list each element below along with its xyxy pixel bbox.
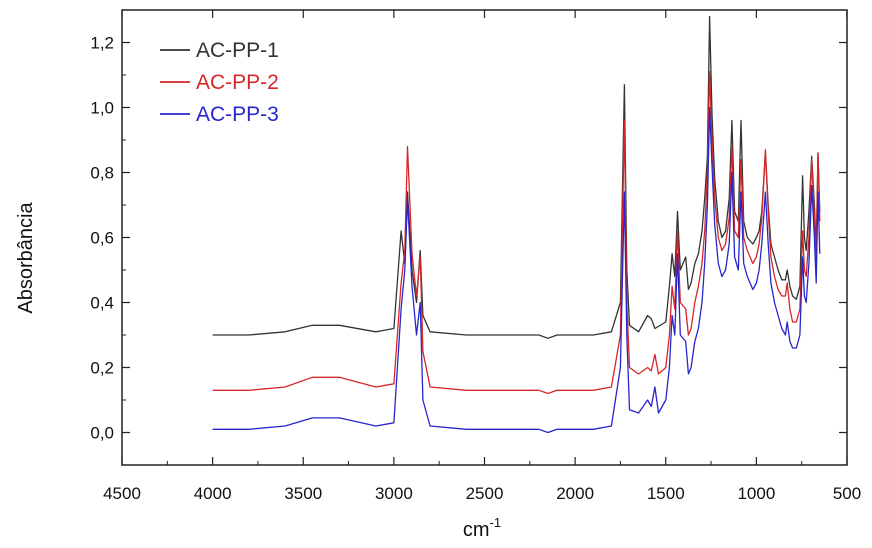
x-tick-label: 3500: [284, 484, 322, 503]
y-tick-label: 1,2: [90, 34, 114, 53]
x-tick-label: 500: [833, 484, 861, 503]
series-layer: [212, 15, 821, 434]
ticks: 4500 4000 3500 3000 2500 2000 1500 1000 500 0,0 0,…: [90, 9, 861, 503]
series-line-3: [212, 106, 821, 434]
y-tick-label: 0,4: [90, 294, 114, 313]
y-tick-label: 0,0: [90, 424, 114, 443]
series-line-2: [212, 71, 821, 395]
x-axis-title-base: cm: [463, 519, 490, 541]
legend-label-1: AC-PP-1: [196, 39, 279, 62]
legend: AC-PP-1 AC-PP-2 AC-PP-3: [160, 39, 279, 126]
x-tick-label: 1500: [647, 484, 685, 503]
y-tick-label: 0,6: [90, 229, 114, 248]
legend-label-2: AC-PP-2: [196, 71, 279, 94]
y-tick-label: 0,8: [90, 164, 114, 183]
y-axis-title: Absorbância: [15, 202, 37, 314]
series-line-1: [212, 15, 821, 339]
legend-label-3: AC-PP-3: [196, 103, 279, 126]
x-tick-label: 2000: [556, 484, 594, 503]
x-axis-title: cm-1: [463, 515, 501, 541]
y-tick-label: 1,0: [90, 99, 114, 118]
x-tick-label: 1000: [737, 484, 775, 503]
x-axis-title-superscript: -1: [490, 515, 502, 530]
x-tick-label: 4000: [194, 484, 232, 503]
x-tick-label: 3000: [375, 484, 413, 503]
x-tick-label: 2500: [466, 484, 504, 503]
x-tick-label: 4500: [103, 484, 141, 503]
y-tick-label: 0,2: [90, 359, 114, 378]
